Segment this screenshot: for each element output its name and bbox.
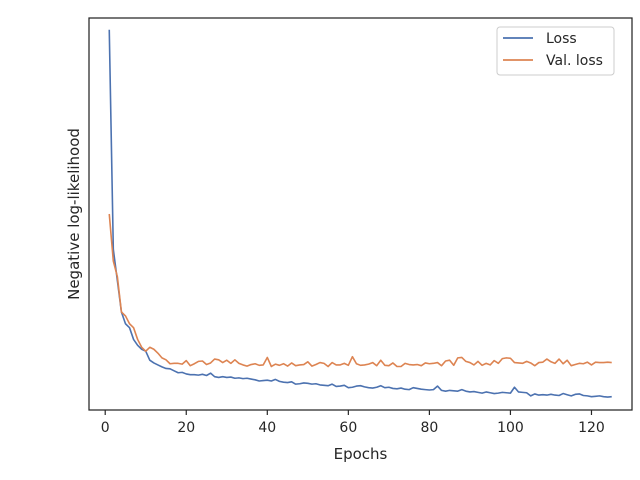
series-line-val-loss <box>108 213 612 368</box>
x-axis-ticks: 0 20 40 60 80 100 120 <box>101 410 605 436</box>
x-tick-label: 0 <box>101 420 110 436</box>
y-axis-label: Negative log-likelihood <box>65 128 83 300</box>
series-line-loss <box>108 29 612 398</box>
series-layer <box>108 29 612 398</box>
legend: Loss Val. loss <box>496 26 615 76</box>
legend-label-loss: Loss <box>546 31 577 47</box>
x-tick-label: 120 <box>578 420 605 436</box>
x-axis-label: Epochs <box>334 445 388 463</box>
x-tick-label: 80 <box>420 420 438 436</box>
x-tick-label: 60 <box>339 420 357 436</box>
legend-box <box>496 26 615 76</box>
x-tick-label: 40 <box>258 420 276 436</box>
legend-label-val-loss: Val. loss <box>546 53 603 69</box>
plot-area-frame <box>88 17 633 411</box>
x-tick-label: 20 <box>177 420 195 436</box>
x-tick-label: 100 <box>497 420 524 436</box>
